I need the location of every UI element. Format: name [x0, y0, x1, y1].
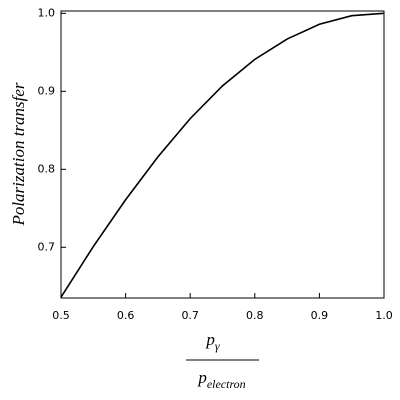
- x-label-num-main: p: [205, 330, 215, 349]
- x-label-den-main: p: [197, 368, 207, 387]
- y-tick-label: 1.0: [38, 6, 56, 19]
- x-label-denominator: pelectron: [197, 368, 245, 391]
- y-tick-label: 0.9: [38, 84, 56, 97]
- y-tick-label: 0.8: [38, 162, 56, 175]
- x-tick-label: 0.7: [181, 309, 199, 322]
- data-line: [60, 12, 385, 298]
- y-tick-label: 0.7: [38, 240, 56, 253]
- x-axis-label: pγ pelectron: [186, 330, 259, 391]
- x-label-den-sub: electron: [207, 377, 246, 391]
- x-tick-label: 0.6: [117, 309, 135, 322]
- x-tick-label: 0.9: [311, 309, 329, 322]
- x-tick-label: 0.8: [246, 309, 264, 322]
- x-tick-label: 0.5: [52, 309, 70, 322]
- x-tick-label: 1.0: [375, 309, 393, 322]
- x-label-numerator: pγ: [205, 330, 220, 353]
- plot-frame: [60, 10, 385, 299]
- x-label-num-sub: γ: [215, 339, 220, 353]
- y-axis-label: Polarization transfer: [9, 82, 28, 226]
